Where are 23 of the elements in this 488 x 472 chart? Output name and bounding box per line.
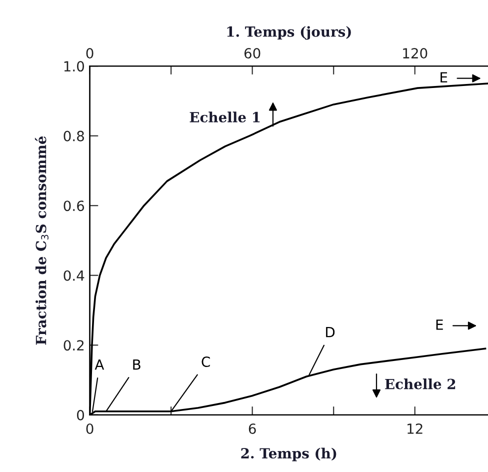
- annotation: B: [133, 359, 140, 370]
- x2-tick-label: 60: [244, 48, 260, 59]
- annotation: E: [436, 320, 443, 330]
- annotation: E: [440, 72, 448, 82]
- y-tick-label: 1.0: [64, 61, 84, 72]
- x-tick-label: 0: [86, 423, 94, 434]
- y-tick-label: 0: [77, 410, 84, 420]
- annotation: C: [202, 356, 210, 368]
- annotation: A: [94, 359, 104, 370]
- x-axis-title: 2. Temps (h): [241, 448, 336, 462]
- annotation: D: [326, 327, 335, 338]
- y-tick-label: 0.2: [64, 340, 84, 351]
- x2-axis-title: 1. Temps (jours): [227, 26, 351, 40]
- y-axis-title: Fraction de C$_{3}$S consommé: [34, 136, 48, 345]
- annotation: Echelle 2: [385, 378, 456, 390]
- x-tick-label: 12: [408, 423, 422, 434]
- x2-tick-label: 120: [403, 48, 428, 59]
- x2-tick-label: 0: [86, 48, 94, 59]
- annotation: Echelle 1: [190, 112, 260, 122]
- x-tick-label: 6: [248, 423, 256, 434]
- y-tick-label: 0.8: [64, 130, 84, 142]
- y-tick-label: 0.6: [64, 200, 84, 212]
- y-tick-label: 0.4: [64, 270, 84, 281]
